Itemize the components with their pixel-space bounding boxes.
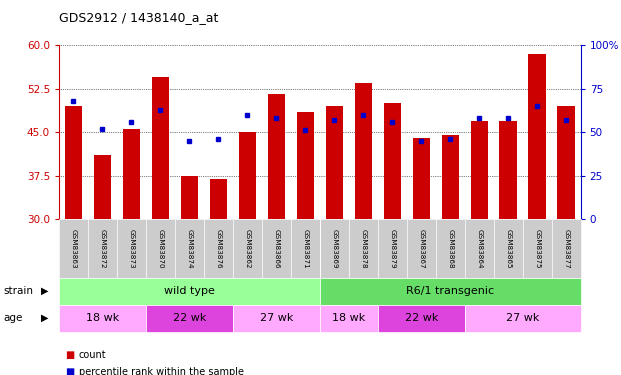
Text: GSM83866: GSM83866 <box>273 229 279 268</box>
Bar <box>325 106 343 219</box>
Text: R6/1 transgenic: R6/1 transgenic <box>406 286 494 296</box>
Bar <box>355 83 372 219</box>
Text: GSM83867: GSM83867 <box>419 229 424 268</box>
Bar <box>210 179 227 219</box>
Text: GSM83862: GSM83862 <box>245 229 250 268</box>
Text: 18 wk: 18 wk <box>332 313 365 323</box>
Bar <box>123 129 140 219</box>
Bar <box>558 106 575 219</box>
Text: strain: strain <box>3 286 33 296</box>
Text: count: count <box>79 350 106 360</box>
Bar <box>181 176 198 219</box>
Bar <box>152 77 169 219</box>
Text: age: age <box>3 313 22 323</box>
Bar <box>94 156 111 219</box>
Text: GSM83869: GSM83869 <box>332 229 337 268</box>
Text: GSM83864: GSM83864 <box>476 229 482 268</box>
Text: wild type: wild type <box>164 286 215 296</box>
Text: GSM83877: GSM83877 <box>563 229 569 268</box>
Text: percentile rank within the sample: percentile rank within the sample <box>79 367 244 375</box>
Text: 22 wk: 22 wk <box>173 313 206 323</box>
Text: ▶: ▶ <box>41 313 48 323</box>
Bar <box>297 112 314 219</box>
Text: GSM83870: GSM83870 <box>158 229 163 268</box>
Bar <box>238 132 256 219</box>
Text: GSM83865: GSM83865 <box>505 229 511 268</box>
Text: GSM83874: GSM83874 <box>186 229 193 268</box>
Text: GDS2912 / 1438140_a_at: GDS2912 / 1438140_a_at <box>59 11 219 24</box>
Text: GSM83872: GSM83872 <box>99 229 106 268</box>
Bar <box>471 121 488 219</box>
Text: GSM83876: GSM83876 <box>215 229 221 268</box>
Text: ■: ■ <box>65 367 75 375</box>
Text: 27 wk: 27 wk <box>260 313 293 323</box>
Text: GSM83868: GSM83868 <box>447 229 453 268</box>
Bar <box>442 135 459 219</box>
Text: ▶: ▶ <box>41 286 48 296</box>
Text: 27 wk: 27 wk <box>506 313 540 323</box>
Text: ■: ■ <box>65 350 75 360</box>
Text: GSM83873: GSM83873 <box>129 229 134 268</box>
Bar <box>268 94 285 219</box>
Bar <box>384 103 401 219</box>
Bar <box>528 54 546 219</box>
Text: GSM83878: GSM83878 <box>360 229 366 268</box>
Bar <box>65 106 82 219</box>
Bar <box>499 121 517 219</box>
Text: GSM83875: GSM83875 <box>534 229 540 268</box>
Bar <box>412 138 430 219</box>
Text: GSM83879: GSM83879 <box>389 229 395 268</box>
Text: 18 wk: 18 wk <box>86 313 119 323</box>
Text: GSM83863: GSM83863 <box>71 229 76 268</box>
Text: GSM83871: GSM83871 <box>302 229 308 268</box>
Text: 22 wk: 22 wk <box>404 313 438 323</box>
